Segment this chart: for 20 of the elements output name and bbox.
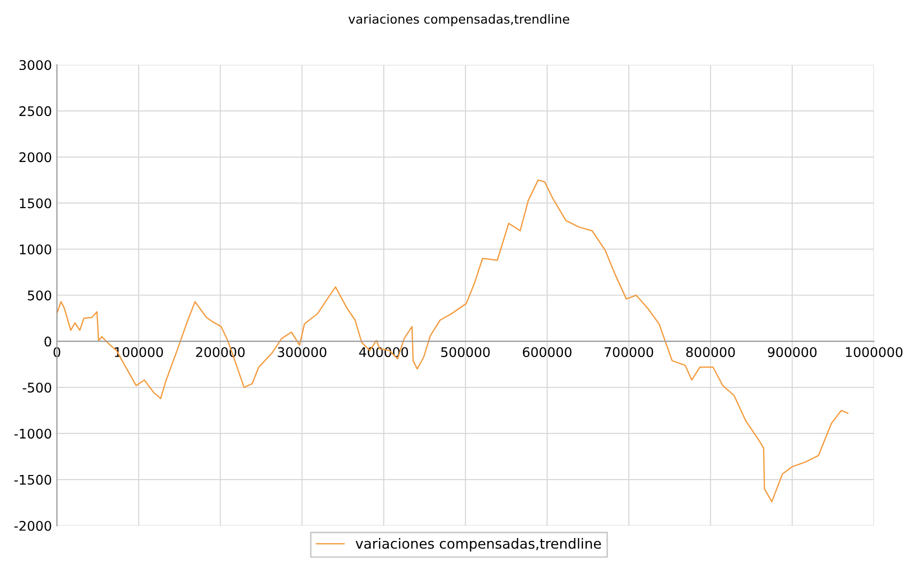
- x-tick-label: 700000: [604, 347, 654, 358]
- y-tick-label: 500: [28, 290, 52, 300]
- y-tick-label: -1000: [14, 428, 52, 439]
- y-tick-label: 3000: [19, 60, 52, 70]
- y-tick-label: 2000: [19, 152, 52, 162]
- y-tick-label: 2500: [19, 106, 52, 116]
- x-tick-label: 800000: [686, 347, 735, 358]
- y-tick-label: 1500: [20, 198, 52, 208]
- y-tick-label: -500: [22, 382, 52, 393]
- x-tick-label: 600000: [522, 347, 572, 358]
- chart-title: variaciones compensadas,trendline: [348, 14, 570, 26]
- legend-label: variaciones compensadas,trendline: [356, 538, 601, 552]
- y-tick-label: -1500: [14, 474, 52, 485]
- x-tick-label: 500000: [441, 347, 490, 358]
- x-tick-label: 1000000: [846, 347, 902, 358]
- x-tick-label: 900000: [768, 347, 817, 358]
- y-tick-label: 1000: [20, 244, 52, 254]
- x-tick-label: 300000: [278, 347, 326, 358]
- y-tick-label: -2000: [14, 520, 52, 531]
- y-tick-label: 0: [44, 336, 52, 347]
